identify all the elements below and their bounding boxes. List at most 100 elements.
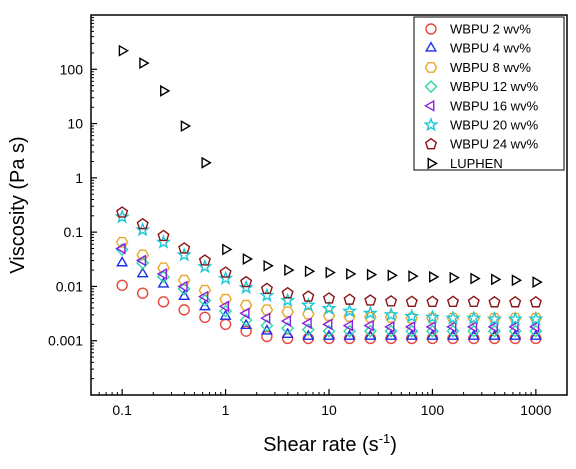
data-point xyxy=(404,320,416,333)
legend-marker xyxy=(425,41,437,52)
y-tick-label: 0.1 xyxy=(64,224,84,240)
legend-marker xyxy=(424,99,435,112)
data-point xyxy=(467,295,480,307)
data-point xyxy=(488,295,501,308)
data-point xyxy=(486,311,503,326)
data-point xyxy=(362,305,378,320)
legend-entry: WBPU 8 wv% xyxy=(424,60,531,75)
y-tick-label: 0.01 xyxy=(56,278,83,294)
legend-box xyxy=(413,16,565,171)
series-7 xyxy=(118,44,543,289)
data-points xyxy=(114,44,544,345)
data-point xyxy=(116,279,128,291)
data-point xyxy=(281,327,294,338)
data-point xyxy=(428,270,440,283)
data-point xyxy=(260,312,271,325)
data-point xyxy=(302,329,315,340)
data-point xyxy=(363,324,377,338)
data-point xyxy=(528,320,540,333)
data-point xyxy=(470,272,481,285)
data-point xyxy=(321,300,337,316)
data-point xyxy=(239,313,253,327)
data-point xyxy=(445,310,461,325)
data-point xyxy=(218,300,230,313)
y-axis: 0.001 0.01 0.1 1 10 100 xyxy=(48,16,97,380)
data-point xyxy=(426,295,439,307)
legend-entry: WBPU 24 wv% xyxy=(424,137,539,152)
data-point xyxy=(408,270,419,283)
data-point xyxy=(383,306,399,322)
data-point xyxy=(197,290,209,303)
data-point xyxy=(284,264,295,277)
data-point xyxy=(405,295,418,307)
series-4 xyxy=(115,242,540,333)
data-point xyxy=(424,309,441,324)
data-point xyxy=(219,266,232,278)
data-point xyxy=(198,254,211,266)
data-point xyxy=(487,324,501,338)
series-3 xyxy=(115,242,543,338)
y-tick-label: 0.001 xyxy=(48,333,83,349)
data-point xyxy=(222,243,233,256)
data-point xyxy=(322,324,336,338)
data-point xyxy=(176,246,192,262)
data-point xyxy=(178,242,191,254)
data-point xyxy=(260,282,273,295)
data-point xyxy=(508,324,522,338)
data-point xyxy=(301,323,315,337)
data-point xyxy=(405,324,419,338)
data-point xyxy=(281,321,295,335)
legend-label: WBPU 24 wv% xyxy=(450,137,539,152)
data-point xyxy=(157,296,170,308)
data-point xyxy=(529,295,542,308)
data-point xyxy=(136,287,149,299)
data-point xyxy=(301,317,312,330)
data-point xyxy=(116,256,129,267)
x-tick-label: 0.1 xyxy=(112,402,132,418)
data-point xyxy=(466,310,482,325)
data-point xyxy=(136,217,149,230)
legend-entry: WBPU 16 wv% xyxy=(424,98,539,113)
data-point xyxy=(491,273,502,286)
y-tick-label: 10 xyxy=(67,116,83,132)
data-point xyxy=(343,293,356,305)
data-point xyxy=(507,311,523,326)
data-point xyxy=(239,307,250,320)
y-tick-label: 1 xyxy=(75,170,83,186)
legend-label: WBPU 20 wv% xyxy=(450,118,539,133)
data-point xyxy=(217,270,234,286)
data-point xyxy=(384,324,398,338)
data-point xyxy=(366,268,378,281)
data-point xyxy=(259,287,275,303)
data-point xyxy=(118,44,130,57)
data-point xyxy=(279,292,296,308)
data-point xyxy=(180,120,192,133)
x-tick-label: 1000 xyxy=(520,402,551,418)
legend-entry: WBPU 20 wv% xyxy=(423,116,539,133)
data-point xyxy=(280,315,292,328)
legend-label: WBPU 16 wv% xyxy=(450,98,539,113)
data-point xyxy=(240,275,253,288)
legend-marker xyxy=(424,61,438,73)
data-point xyxy=(281,286,294,299)
data-point xyxy=(240,318,253,330)
data-point xyxy=(322,292,336,304)
data-point xyxy=(197,258,213,274)
data-point xyxy=(404,308,420,323)
data-point xyxy=(509,295,522,308)
data-point xyxy=(384,295,398,307)
data-point xyxy=(116,206,129,218)
legend-marker xyxy=(425,23,437,35)
data-point xyxy=(178,304,190,316)
data-point xyxy=(198,299,211,311)
legend-label: WBPU 4 wv% xyxy=(450,41,531,56)
data-point xyxy=(155,234,172,249)
data-point xyxy=(343,324,357,338)
data-point xyxy=(300,297,316,312)
data-point xyxy=(322,318,333,331)
data-point xyxy=(387,269,398,282)
data-point xyxy=(363,319,374,332)
data-point xyxy=(449,271,460,284)
y-axis-label: Viscosity (Pa s) xyxy=(7,136,29,273)
